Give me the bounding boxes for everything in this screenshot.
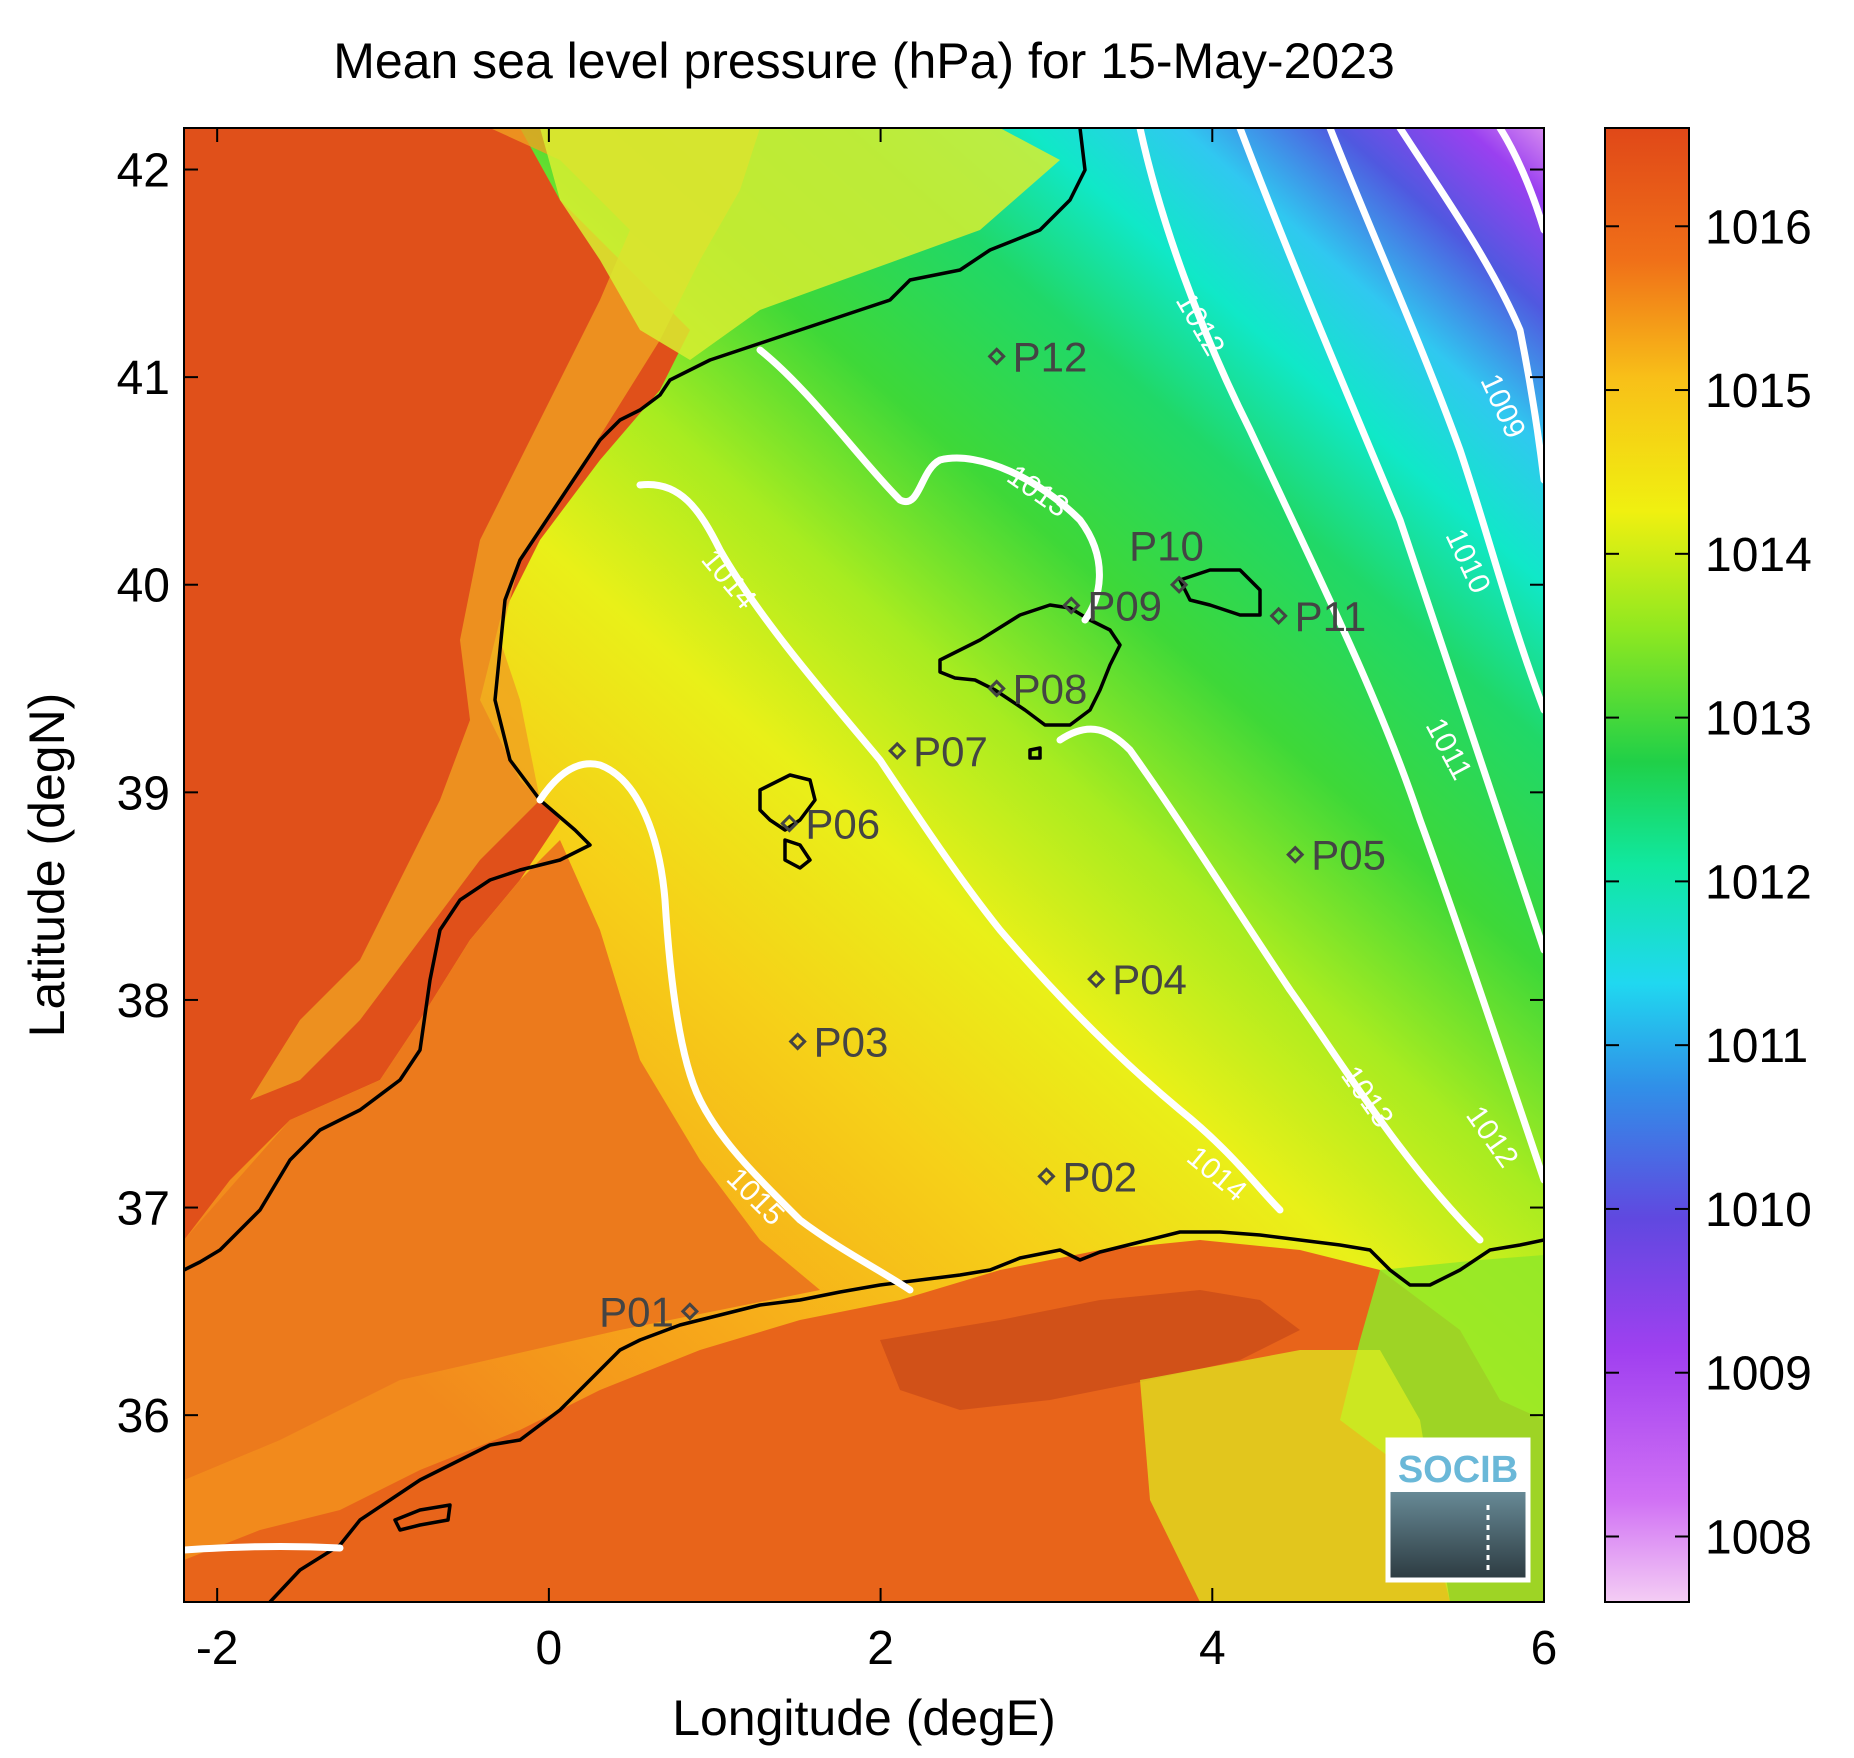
map-plot-area: 1009 1010 1011 1012 1012 1013 1013 1014 … <box>184 128 1544 1602</box>
colorbar-tick-label: 1010 <box>1705 1184 1812 1237</box>
station-label: P01 <box>599 1288 674 1335</box>
isobars <box>184 128 1544 1554</box>
y-tick-label: 36 <box>117 1390 170 1443</box>
coastline-north-africa <box>268 1230 1544 1602</box>
coastline-mallorca <box>938 603 1122 727</box>
station-label: P07 <box>913 728 988 775</box>
station-label: P10 <box>1129 523 1204 570</box>
station-markers: P01 P02 P03 P04 P05 P06 P07 P08 P09 P10 P11 P12 <box>599 333 1386 1335</box>
station-label: P12 <box>1013 333 1088 380</box>
station-marker <box>1037 1167 1056 1186</box>
coastline-alboran-island <box>393 1503 452 1532</box>
y-tick-label: 42 <box>117 145 170 198</box>
station-marker <box>1269 606 1288 625</box>
x-tick-label: 6 <box>1531 1622 1558 1675</box>
socib-logo-text: SOCIB <box>1398 1449 1518 1491</box>
x-axis-title: Longitude (degE) <box>672 1690 1056 1746</box>
colorbar-tick-label: 1009 <box>1705 1348 1812 1401</box>
y-tick-label: 37 <box>117 1183 170 1236</box>
y-tick-label: 40 <box>117 560 170 613</box>
station-label: P04 <box>1112 956 1187 1003</box>
isobar-1015 <box>536 760 914 1294</box>
coastline-menorca <box>1178 568 1262 617</box>
colorbar-tick-label: 1014 <box>1705 529 1812 582</box>
x-tick-label: 0 <box>536 1622 563 1675</box>
station-marker <box>1169 575 1189 594</box>
isobar-1012 <box>1136 128 1544 1184</box>
coastline-ibiza <box>758 773 817 832</box>
x-tick-label: 2 <box>867 1622 894 1675</box>
colorbar-tick-label: 1015 <box>1705 365 1812 418</box>
station-label: P08 <box>1013 666 1088 713</box>
iberia-southeast-field <box>184 840 820 1480</box>
isobar-1009b <box>1396 128 1544 484</box>
isobar-1010 <box>1326 128 1544 714</box>
coastlines <box>184 128 1544 1602</box>
isobar-1016 <box>184 1543 344 1554</box>
station-marker <box>1087 970 1106 989</box>
station-marker <box>1062 596 1081 615</box>
x-axis: -2 0 2 4 6 <box>196 128 1558 1675</box>
africa-east-yellow-field <box>1140 1350 1450 1602</box>
isobar-1011 <box>1236 128 1544 954</box>
coastline-formentera <box>783 838 812 870</box>
colorbar-ticks: 1008 1009 1010 1011 1012 1013 1014 1015 1016 <box>1605 201 1812 1564</box>
colorbar-tick-label: 1013 <box>1705 693 1812 746</box>
station-marker <box>987 347 1006 366</box>
colorbar-tick-label: 1011 <box>1705 1020 1808 1073</box>
isobar-1009 <box>1496 128 1544 234</box>
catalonia-yellow-field <box>540 128 1060 360</box>
coastline-cabrera <box>1028 746 1042 760</box>
isobar-1013 <box>1056 725 1484 1244</box>
station-marker <box>1286 845 1305 864</box>
y-tick-label: 41 <box>117 352 170 405</box>
station-label: P03 <box>814 1018 889 1065</box>
colorbar-tick-label: 1012 <box>1705 856 1812 909</box>
y-tick-label: 38 <box>117 975 170 1028</box>
atlas-highland-field <box>880 1290 1300 1410</box>
station-label: P11 <box>1295 593 1367 640</box>
coastline-iberia <box>184 128 1087 1272</box>
station-marker <box>788 1032 807 1051</box>
station-marker <box>680 1302 699 1321</box>
station-label: P06 <box>805 800 880 847</box>
colorbar-tick-label: 1016 <box>1705 201 1812 254</box>
station-label: P05 <box>1311 832 1386 879</box>
station-marker <box>888 741 907 760</box>
x-tick-label: 4 <box>1199 1622 1226 1675</box>
y-axis-title: Latitude (degN) <box>19 693 75 1038</box>
x-tick-label: -2 <box>196 1622 239 1675</box>
isobar-1014 <box>636 480 1284 1214</box>
colorbar-tick-label: 1008 <box>1705 1511 1812 1564</box>
socib-logo: SOCIB <box>1385 1437 1531 1583</box>
plot-frame <box>183 127 1545 1603</box>
station-marker <box>780 814 799 833</box>
y-axis: 36 37 38 39 40 41 42 <box>117 145 1544 1443</box>
station-marker <box>987 679 1006 698</box>
y-tick-label: 39 <box>117 767 170 820</box>
chart-title: Mean sea level pressure (hPa) for 15-May… <box>333 33 1395 89</box>
colorbar <box>1604 127 1690 1603</box>
station-label: P02 <box>1062 1153 1137 1200</box>
isobar-1013-upper <box>756 346 1103 624</box>
station-label: P09 <box>1087 582 1162 629</box>
